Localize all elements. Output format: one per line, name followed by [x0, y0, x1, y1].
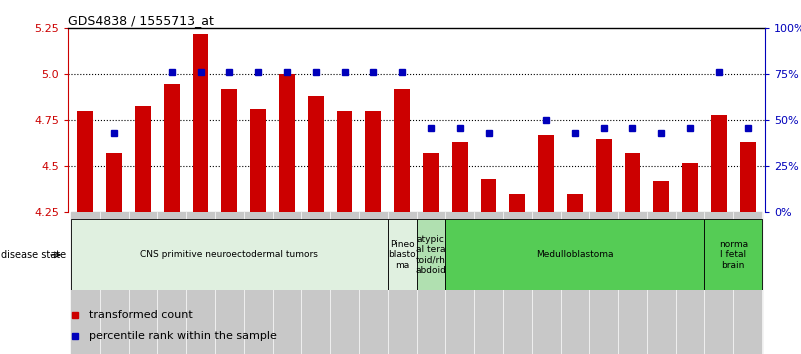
Bar — [532, 212, 561, 354]
Text: Medulloblastoma: Medulloblastoma — [536, 250, 614, 259]
Bar — [445, 212, 474, 354]
Bar — [221, 89, 237, 212]
Bar — [215, 212, 244, 354]
Bar — [164, 84, 179, 212]
Text: Pineo
blasto
ma: Pineo blasto ma — [388, 240, 416, 270]
Bar — [107, 154, 122, 212]
Bar — [388, 212, 417, 354]
Bar — [596, 139, 612, 212]
Text: percentile rank within the sample: percentile rank within the sample — [89, 331, 277, 341]
Bar — [394, 89, 410, 212]
Bar — [509, 194, 525, 212]
Bar — [705, 212, 733, 354]
Bar — [359, 212, 388, 354]
Text: transformed count: transformed count — [89, 310, 193, 320]
Bar — [186, 212, 215, 354]
Bar — [388, 219, 417, 290]
Bar — [590, 212, 618, 354]
Bar — [135, 105, 151, 212]
Bar — [711, 115, 727, 212]
Bar — [71, 212, 100, 354]
Bar — [733, 212, 762, 354]
Bar — [618, 212, 647, 354]
Bar — [423, 154, 439, 212]
Bar — [330, 212, 359, 354]
Bar — [336, 111, 352, 212]
Bar — [676, 212, 705, 354]
Bar — [272, 212, 301, 354]
Bar — [417, 212, 445, 354]
Bar — [503, 212, 532, 354]
Bar — [654, 181, 669, 212]
Bar — [78, 111, 93, 212]
Text: norma
l fetal
brain: norma l fetal brain — [718, 240, 748, 270]
Text: atypic
al tera
toid/rh
abdoid: atypic al tera toid/rh abdoid — [416, 235, 446, 275]
Bar — [647, 212, 676, 354]
Bar — [740, 142, 755, 212]
Bar — [301, 212, 330, 354]
Text: CNS primitive neuroectodermal tumors: CNS primitive neuroectodermal tumors — [140, 250, 318, 259]
Text: GDS4838 / 1555713_at: GDS4838 / 1555713_at — [68, 14, 214, 27]
Bar — [682, 163, 698, 212]
Text: disease state: disease state — [1, 250, 66, 260]
Bar — [250, 109, 266, 212]
Bar — [365, 111, 381, 212]
Bar — [474, 212, 503, 354]
Bar — [308, 96, 324, 212]
Bar — [538, 135, 554, 212]
Bar — [244, 212, 272, 354]
Bar — [417, 219, 445, 290]
Bar — [192, 34, 208, 212]
Bar — [279, 74, 295, 212]
Bar — [567, 194, 583, 212]
Bar — [100, 212, 128, 354]
Bar — [157, 212, 186, 354]
Bar — [705, 219, 762, 290]
Bar — [128, 212, 157, 354]
Bar — [71, 219, 388, 290]
Bar — [625, 154, 641, 212]
Bar — [481, 179, 497, 212]
Bar — [445, 219, 705, 290]
Bar — [561, 212, 590, 354]
Bar — [452, 142, 468, 212]
